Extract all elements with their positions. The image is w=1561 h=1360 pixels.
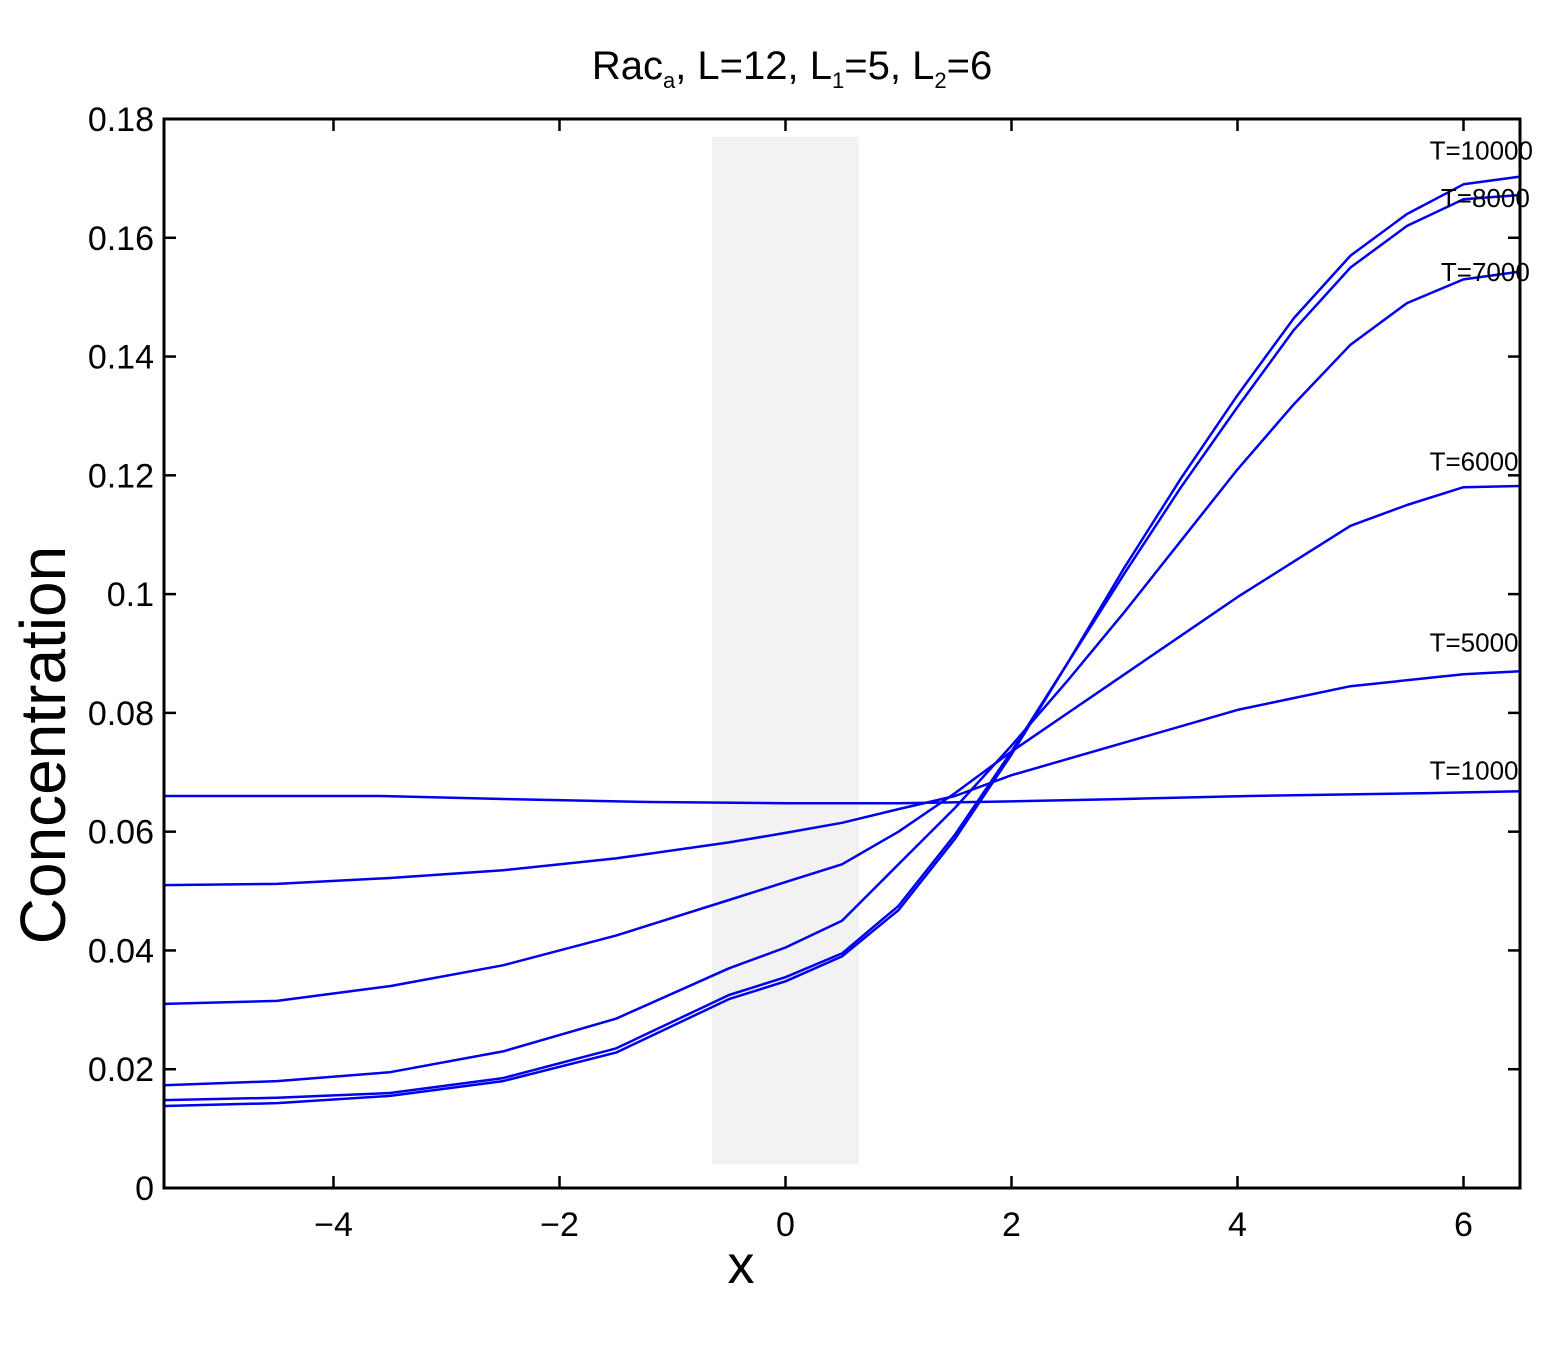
y-tick-label: 0 (135, 1170, 154, 1208)
y-tick-label: 0.02 (88, 1051, 154, 1089)
x-tick-label: −4 (314, 1206, 353, 1244)
curve-label-t-10000: T=10000 (1430, 135, 1533, 165)
tick-labels: −4 −2 0 2 4 6 0 0.02 0.04 0.06 0.08 0.1 0.12 0.14 0.16… (88, 101, 1473, 1244)
series-group (163, 175, 1521, 1108)
x-axis-label: x (728, 1235, 755, 1295)
y-tick-label: 0.12 (88, 457, 154, 495)
curve-label-t-1000: T=1000 (1430, 755, 1519, 785)
x-tick-label: 2 (1002, 1206, 1021, 1244)
plot-frame (162, 117, 1522, 1190)
y-tick-label: 0.18 (88, 101, 154, 139)
y-axis-label: Concentration (7, 546, 79, 944)
y-tick-label: 0.16 (88, 220, 154, 258)
series-line-t-7000 (163, 270, 1521, 1087)
series-line-t-6000 (163, 484, 1521, 1006)
series-line-t-1000 (164, 790, 1521, 805)
y-tick-label: 0.04 (88, 932, 154, 970)
curve-label-t-5000: T=5000 (1430, 628, 1519, 658)
x-tick-label: 6 (1454, 1206, 1473, 1244)
curve-label-t-6000: T=6000 (1430, 447, 1519, 477)
series-line-t-8000 (163, 193, 1521, 1102)
y-tick-label: 0.14 (88, 339, 154, 377)
y-tick-label: 0.06 (88, 814, 154, 852)
shaded-region (712, 136, 859, 1165)
x-tick-label: 4 (1228, 1206, 1247, 1244)
curve-labels: T=10000 T=8000 T=7000 T=6000 T=5000 T=1000 (1430, 135, 1533, 785)
curve-label-t-8000: T=8000 (1441, 183, 1530, 213)
y-tick-label: 0.1 (107, 576, 154, 614)
x-tick-label: −2 (540, 1206, 579, 1244)
series-line-t-5000 (163, 670, 1521, 887)
curve-label-t-7000: T=7000 (1441, 257, 1530, 287)
series-line-t-10000 (163, 175, 1521, 1108)
y-tick-label: 0.08 (88, 695, 154, 733)
x-tick-label: 0 (776, 1206, 795, 1244)
chart-title: Raca, L=12, L1=5, L2=6 (592, 44, 992, 93)
